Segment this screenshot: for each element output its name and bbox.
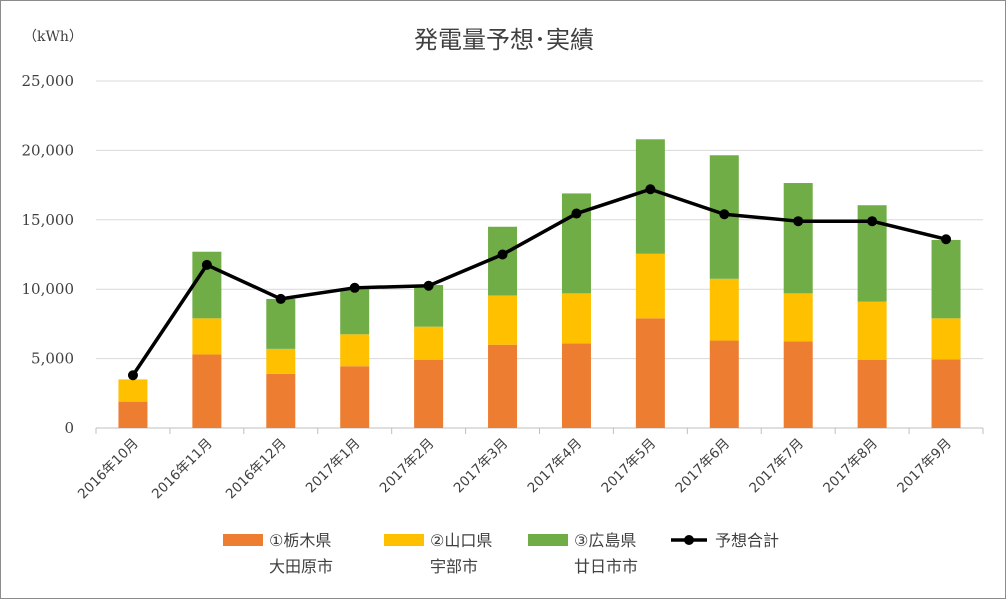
bar-segment-series-1 bbox=[561, 343, 591, 428]
total-line-point bbox=[275, 293, 286, 304]
bar-segment-series-2 bbox=[857, 301, 887, 360]
legend-label: ①栃木県 bbox=[269, 531, 331, 550]
gridlines bbox=[95, 80, 984, 434]
legend-label: ②山口県 bbox=[430, 531, 492, 550]
bar-segment-series-2 bbox=[561, 293, 591, 344]
legend-label: 廿日市市 bbox=[574, 557, 638, 576]
bar-segment-series-3 bbox=[340, 288, 370, 335]
x-tick-label: 2017年3月 bbox=[451, 436, 512, 497]
bar-segment-series-3 bbox=[266, 298, 296, 349]
legend-label: 予想合計 bbox=[715, 531, 779, 550]
bar-segment-series-2 bbox=[118, 379, 148, 402]
x-tick-label: 2017年8月 bbox=[820, 436, 881, 497]
x-tick-label: 2017年9月 bbox=[894, 436, 955, 497]
y-tick-label: 0 bbox=[64, 419, 74, 437]
legend-swatch bbox=[528, 534, 568, 546]
total-line-point bbox=[571, 208, 582, 219]
bars bbox=[118, 139, 961, 428]
bar-segment-series-2 bbox=[709, 278, 739, 341]
bar-segment-series-1 bbox=[488, 344, 518, 428]
bar-segment-series-3 bbox=[414, 285, 444, 327]
bar-segment-series-3 bbox=[488, 226, 518, 296]
total-line-point bbox=[127, 370, 138, 381]
y-tick-label: 25,000 bbox=[22, 72, 75, 90]
x-tick-label: 2017年6月 bbox=[672, 436, 733, 497]
legend-label: ③広島県 bbox=[574, 531, 636, 550]
x-tick-label: 2016年11月 bbox=[149, 436, 216, 503]
total-line-point bbox=[793, 216, 804, 227]
chart-title: 発電量予想･実績 bbox=[414, 26, 594, 54]
legend-swatch bbox=[223, 534, 263, 546]
bar-segment-series-2 bbox=[635, 253, 665, 319]
x-tick-label: 2017年5月 bbox=[598, 436, 659, 497]
total-line-point bbox=[201, 259, 212, 270]
x-tick-label: 2017年2月 bbox=[377, 436, 438, 497]
x-tick-label: 2016年10月 bbox=[75, 436, 142, 503]
total-line-path bbox=[131, 187, 947, 377]
bar-segment-series-3 bbox=[931, 239, 961, 319]
total-line-point bbox=[941, 234, 952, 245]
bar-segment-series-1 bbox=[635, 318, 665, 428]
y-tick-label: 15,000 bbox=[22, 211, 75, 229]
total-line-point bbox=[349, 282, 360, 293]
bar-segment-series-2 bbox=[931, 318, 961, 360]
total-line-point bbox=[645, 184, 656, 195]
y-tick-label: 10,000 bbox=[22, 280, 75, 298]
legend-label: 大田原市 bbox=[269, 557, 333, 576]
bar-segment-series-1 bbox=[414, 359, 444, 428]
bar-segment-series-1 bbox=[783, 341, 813, 428]
bar-segment-series-2 bbox=[488, 295, 518, 345]
bar-segment-series-1 bbox=[931, 359, 961, 428]
legend-marker bbox=[684, 535, 694, 545]
x-tick-label: 2017年1月 bbox=[303, 436, 364, 497]
total-line-point bbox=[867, 216, 878, 227]
bar-segment-series-3 bbox=[635, 139, 665, 254]
bar-segment-series-2 bbox=[340, 334, 370, 367]
bar-segment-series-2 bbox=[266, 348, 296, 374]
total-line bbox=[127, 184, 952, 381]
bar-segment-series-1 bbox=[192, 354, 222, 428]
total-line-point bbox=[719, 209, 730, 220]
x-tick-label: 2017年4月 bbox=[525, 436, 586, 497]
bar-segment-series-2 bbox=[414, 326, 444, 360]
x-tick-label: 2016年12月 bbox=[223, 436, 290, 503]
y-tick-label: 5,000 bbox=[31, 350, 74, 368]
total-line-point bbox=[423, 280, 434, 291]
bar-segment-series-2 bbox=[783, 293, 813, 342]
bar-segment-series-1 bbox=[340, 366, 370, 428]
bar-segment-series-1 bbox=[118, 401, 148, 428]
bar-segment-series-1 bbox=[266, 373, 296, 428]
bar-segment-series-2 bbox=[192, 318, 222, 355]
legend-label: 宇部市 bbox=[430, 557, 478, 576]
legend-swatch bbox=[384, 534, 424, 546]
y-axis-ticks: 0 5,000 10,000 15,000 20,000 25,000 bbox=[22, 72, 75, 437]
y-tick-label: 20,000 bbox=[22, 141, 75, 159]
bar-segment-series-1 bbox=[709, 340, 739, 428]
y-unit-label: （kWh） bbox=[23, 29, 83, 45]
bar-segment-series-3 bbox=[783, 183, 813, 294]
x-tick-label: 2017年7月 bbox=[746, 436, 807, 497]
total-line-point bbox=[497, 249, 508, 260]
bar-segment-series-1 bbox=[857, 359, 887, 428]
x-axis-ticks: 2016年10月 2016年11月 2016年12月 2017年1月 2017年2月 20… bbox=[75, 436, 955, 503]
